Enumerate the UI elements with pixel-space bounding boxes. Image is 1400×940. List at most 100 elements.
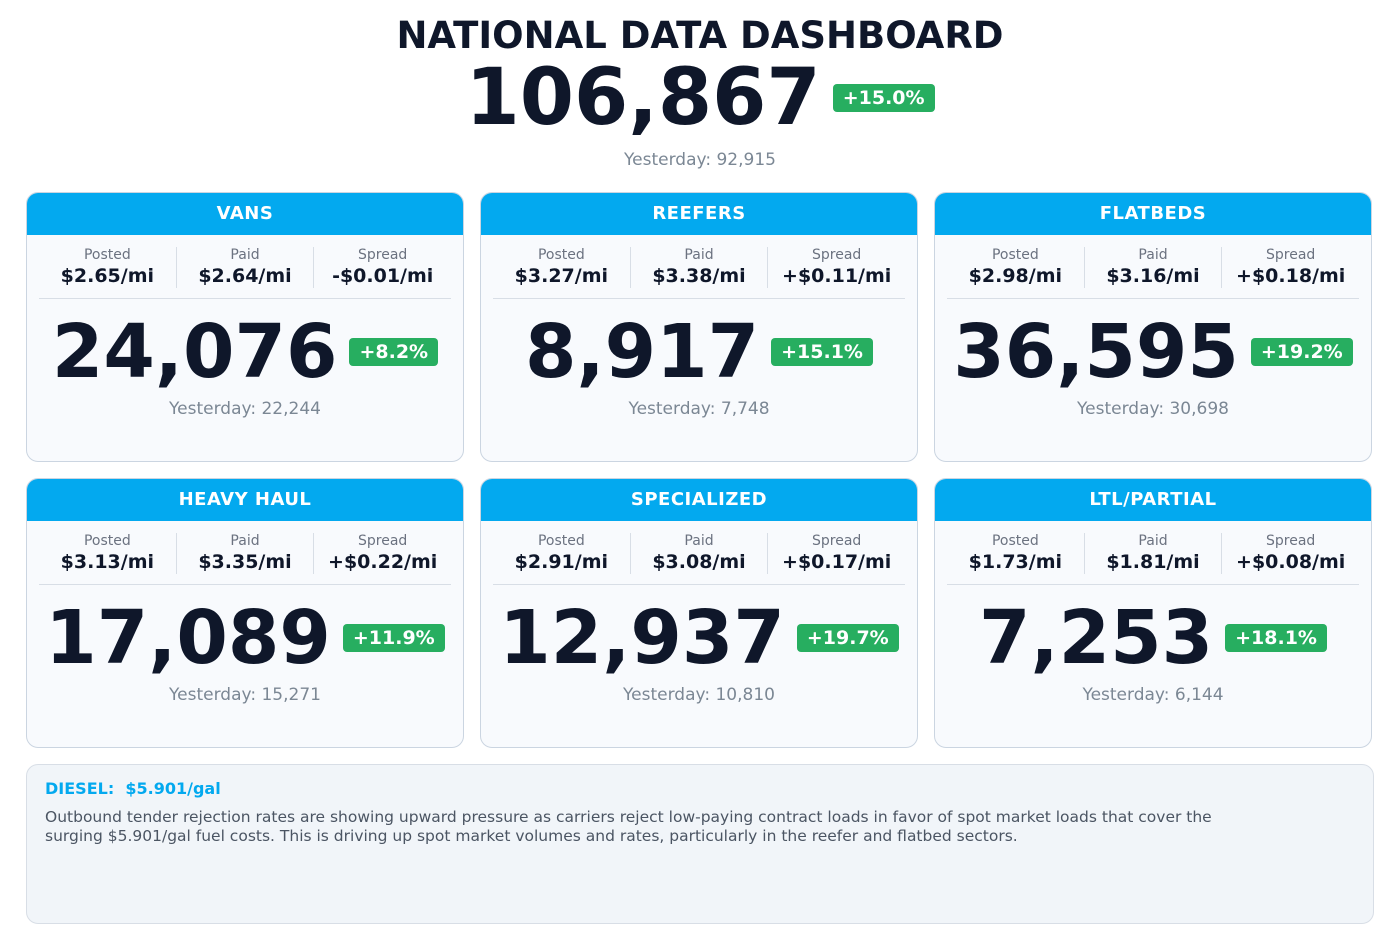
stat-label: Spread — [358, 533, 408, 549]
stat-label: Spread — [1266, 247, 1316, 263]
stats-row: Posted $2.91/mi Paid $3.08/mi Spread +$0.17/m… — [493, 533, 905, 585]
count: 36,595 — [953, 309, 1239, 395]
stat-value: $3.35/mi — [198, 551, 292, 573]
stat-value: $3.27/mi — [514, 265, 609, 287]
stat-label: Paid — [684, 247, 714, 263]
change-badge: +15.1% — [771, 338, 873, 366]
stat-label: Spread — [1266, 533, 1316, 549]
stat: Spread -$0.01/mi — [313, 247, 451, 288]
card: HEAVY HAUL Posted $3.13/mi Paid $3.35/mi Spre… — [26, 478, 464, 748]
count-row: 12,937 +19.7% — [481, 599, 917, 677]
stat-value: +$0.08/mi — [1236, 551, 1346, 573]
card: SPECIALIZED Posted $2.91/mi Paid $3.08/mi Spr… — [480, 478, 918, 748]
card-title: VANS — [27, 193, 463, 235]
title: NATIONAL DATA DASHBOARD — [396, 14, 1004, 57]
stat: Spread +$0.08/mi — [1221, 533, 1359, 574]
card-grid: VANS Posted $2.65/mi Paid $2.64/mi Spread -$0.… — [26, 192, 1374, 748]
change-badge: +19.7% — [796, 624, 899, 652]
card-title: HEAVY HAUL — [27, 479, 463, 521]
yesterday: Yesterday: 22,244 — [169, 399, 321, 419]
diesel-panel: DIESEL: $5.901/gal Outbound tender rejec… — [26, 764, 1374, 924]
stat-value: +$0.17/mi — [782, 551, 892, 573]
diesel-note: Outbound tender rejection rates are show… — [45, 808, 1212, 845]
stat: Paid $3.08/mi — [629, 533, 768, 574]
stat: Posted $3.13/mi — [39, 533, 176, 574]
card: FLATBEDS Posted $2.98/mi Paid $3.16/mi Spread… — [934, 192, 1372, 462]
stat: Paid $3.35/mi — [175, 533, 314, 574]
change-badge: +11.9% — [342, 624, 445, 652]
count: 17,089 — [45, 595, 331, 681]
stat-value: $1.73/mi — [968, 551, 1063, 573]
stat-value: $3.38/mi — [652, 265, 746, 287]
stat: Spread +$0.17/mi — [767, 533, 905, 574]
stat-label: Posted — [537, 247, 585, 263]
stat: Posted $2.91/mi — [493, 533, 630, 574]
stat: Paid $2.64/mi — [175, 247, 314, 288]
stat: Paid $3.16/mi — [1083, 247, 1222, 288]
header: NATIONAL DATA DASHBOARD 106,867 +15.0% Y… — [0, 14, 1400, 170]
stat-value: $2.98/mi — [968, 265, 1063, 287]
stat-value: $2.65/mi — [60, 265, 155, 287]
count: 7,253 — [979, 595, 1214, 681]
stat-label: Paid — [1138, 533, 1168, 549]
card-title: FLATBEDS — [935, 193, 1371, 235]
card: LTL/PARTIAL Posted $1.73/mi Paid $1.81/mi Spr… — [934, 478, 1372, 748]
change-badge: +8.2% — [349, 338, 439, 366]
count: 12,937 — [499, 595, 785, 681]
total: 106,867 — [465, 53, 821, 143]
stat-value: +$0.18/mi — [1236, 265, 1346, 287]
stat: Paid $3.38/mi — [629, 247, 768, 288]
yesterday: Yesterday: 7,748 — [628, 399, 770, 419]
card: VANS Posted $2.65/mi Paid $2.64/mi Spread -$0.… — [26, 192, 464, 462]
stat: Spread +$0.22/mi — [313, 533, 451, 574]
stat-value: +$0.11/mi — [782, 265, 892, 287]
card-title: LTL/PARTIAL — [935, 479, 1371, 521]
count-row: 8,917 +15.1% — [481, 313, 917, 391]
stats-row: Posted $2.98/mi Paid $3.16/mi Spread +$0.18/m… — [947, 247, 1359, 299]
stat: Spread +$0.18/mi — [1221, 247, 1359, 288]
stat-label: Paid — [684, 533, 714, 549]
stat-label: Posted — [991, 247, 1039, 263]
card-title: REEFERS — [481, 193, 917, 235]
stat: Posted $3.27/mi — [493, 247, 630, 288]
stat-label: Paid — [230, 533, 260, 549]
count: 8,917 — [525, 309, 760, 395]
stats-row: Posted $2.65/mi Paid $2.64/mi Spread -$0.01/m… — [39, 247, 451, 299]
stat-value: $3.08/mi — [652, 551, 746, 573]
card-title: SPECIALIZED — [481, 479, 917, 521]
stat-label: Spread — [812, 247, 862, 263]
stat-value: -$0.01/mi — [332, 265, 434, 287]
stat: Paid $1.81/mi — [1083, 533, 1222, 574]
card: REEFERS Posted $3.27/mi Paid $3.38/mi Spread +… — [480, 192, 918, 462]
stats-row: Posted $3.27/mi Paid $3.38/mi Spread +$0.11/m… — [493, 247, 905, 299]
yesterday: Yesterday: 15,271 — [169, 685, 321, 705]
stat-label: Posted — [991, 533, 1039, 549]
stat-label: Paid — [1138, 247, 1168, 263]
stat-value: $2.64/mi — [198, 265, 292, 287]
change-badge: +18.1% — [1225, 624, 1327, 652]
count-row: 36,595 +19.2% — [935, 313, 1371, 391]
stat-label: Spread — [358, 247, 408, 263]
diesel-line: DIESEL: $5.901/gal — [45, 779, 1355, 798]
stat-label: Spread — [812, 533, 862, 549]
stat-label: Posted — [83, 247, 131, 263]
stat-label: Posted — [537, 533, 585, 549]
count: 24,076 — [51, 309, 338, 395]
count-row: 17,089 +11.9% — [27, 599, 463, 677]
stats-row: Posted $3.13/mi Paid $3.35/mi Spread +$0.22/m… — [39, 533, 451, 585]
yesterday: Yesterday: 30,698 — [1077, 399, 1229, 419]
yesterday: Yesterday: 10,810 — [623, 685, 775, 705]
diesel-label: DIESEL: — [45, 779, 115, 798]
diesel-value: $5.901/gal — [125, 779, 221, 798]
stat: Posted $2.65/mi — [39, 247, 176, 288]
stat-value: $2.91/mi — [514, 551, 609, 573]
yesterday: Yesterday: 92,915 — [624, 150, 776, 170]
stat: Spread +$0.11/mi — [767, 247, 905, 288]
stat-value: $3.13/mi — [60, 551, 155, 573]
total-row: 106,867 +15.0% — [0, 58, 1400, 138]
count-row: 24,076 +8.2% — [27, 313, 463, 391]
stat-value: $3.16/mi — [1106, 265, 1200, 287]
change-badge: +15.0% — [832, 84, 935, 112]
yesterday: Yesterday: 6,144 — [1082, 685, 1224, 705]
